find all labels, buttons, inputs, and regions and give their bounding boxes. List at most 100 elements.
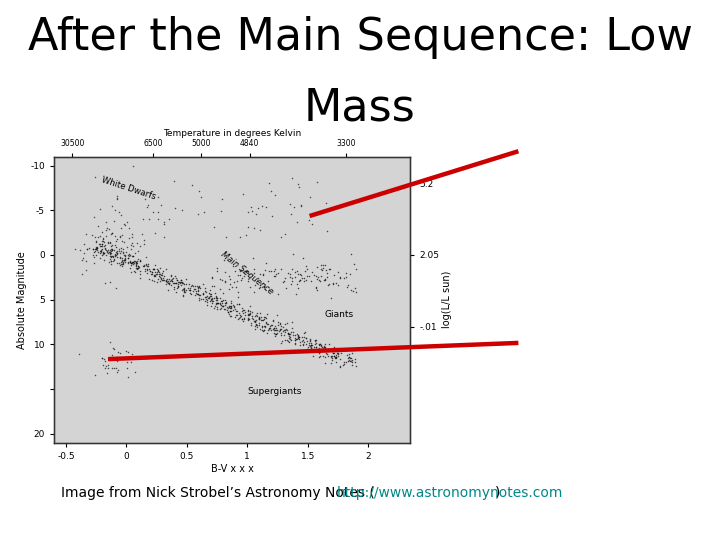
Point — [107, 344, 119, 353]
Point — [251, 319, 262, 328]
Point — [196, 193, 207, 201]
Point — [155, 269, 166, 278]
Point — [282, 326, 293, 334]
Point — [272, 320, 284, 329]
Point — [109, 251, 120, 259]
Point — [233, 300, 244, 308]
Point — [258, 315, 269, 323]
Point — [109, 250, 120, 259]
Point — [222, 308, 233, 316]
Point — [89, 253, 100, 261]
Point — [212, 299, 223, 307]
Point — [346, 356, 357, 365]
Point — [176, 205, 188, 214]
Point — [332, 349, 343, 358]
Point — [204, 293, 215, 302]
Point — [212, 267, 223, 276]
Point — [112, 195, 123, 204]
Point — [226, 312, 238, 321]
Point — [296, 274, 307, 283]
Point — [302, 348, 313, 356]
Point — [308, 271, 320, 279]
Point — [199, 287, 210, 296]
Point — [236, 274, 248, 282]
Point — [341, 282, 353, 291]
Point — [197, 289, 209, 298]
Point — [276, 336, 287, 345]
Point — [76, 269, 88, 278]
Point — [305, 335, 316, 343]
Point — [275, 322, 287, 330]
Point — [94, 249, 106, 258]
Point — [212, 293, 223, 302]
Point — [149, 271, 161, 279]
Point — [242, 223, 253, 232]
Point — [193, 294, 204, 302]
Point — [95, 246, 107, 255]
Point — [126, 233, 138, 241]
Point — [269, 271, 281, 280]
Point — [89, 245, 101, 253]
Point — [229, 303, 240, 312]
Point — [309, 337, 320, 346]
Point — [237, 308, 248, 317]
Point — [80, 256, 91, 265]
Point — [318, 260, 329, 269]
Point — [320, 347, 331, 355]
Point — [109, 206, 120, 214]
Point — [290, 334, 302, 343]
Point — [205, 292, 217, 301]
Point — [236, 307, 248, 315]
Point — [168, 177, 180, 186]
Point — [121, 347, 132, 356]
Point — [102, 248, 114, 257]
Point — [158, 273, 169, 282]
Point — [320, 343, 331, 352]
Point — [138, 261, 150, 270]
Point — [172, 280, 184, 288]
Point — [176, 281, 187, 289]
Point — [192, 210, 204, 218]
Point — [155, 200, 166, 209]
Point — [248, 287, 259, 296]
Point — [153, 192, 164, 201]
Point — [92, 248, 104, 256]
Point — [96, 245, 108, 253]
Point — [99, 248, 110, 257]
Point — [306, 341, 318, 349]
Point — [211, 295, 222, 304]
Point — [111, 193, 122, 202]
Point — [130, 258, 142, 266]
Point — [109, 252, 120, 260]
Point — [233, 309, 245, 318]
Point — [225, 275, 236, 284]
Point — [168, 278, 180, 287]
Point — [330, 353, 341, 362]
Point — [283, 330, 294, 339]
Point — [225, 301, 236, 310]
Point — [305, 341, 316, 349]
Point — [104, 252, 116, 260]
Point — [109, 241, 120, 249]
Point — [132, 246, 144, 255]
Point — [109, 363, 120, 372]
Point — [107, 245, 118, 253]
Point — [192, 289, 204, 298]
Point — [199, 292, 210, 301]
Point — [147, 268, 158, 276]
Point — [326, 356, 338, 364]
Point — [124, 258, 135, 267]
Point — [317, 344, 328, 353]
Point — [114, 208, 125, 217]
Point — [127, 251, 138, 260]
Point — [304, 216, 315, 225]
Point — [105, 245, 117, 253]
Point — [99, 279, 110, 287]
Point — [97, 234, 109, 242]
Point — [90, 251, 102, 260]
Text: ): ) — [495, 485, 500, 500]
Point — [158, 276, 170, 285]
Point — [127, 252, 139, 260]
Point — [294, 340, 306, 349]
Point — [333, 352, 344, 361]
